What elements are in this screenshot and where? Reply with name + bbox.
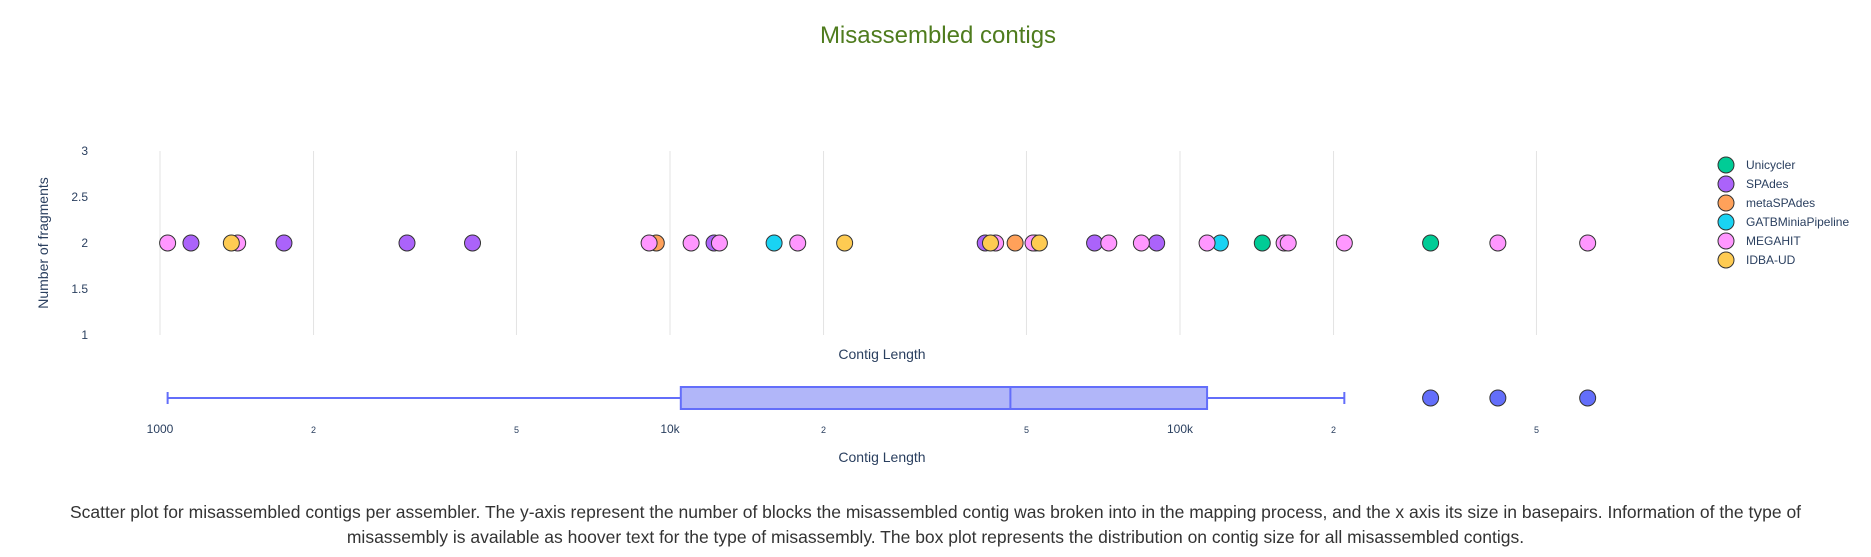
box-iqr — [679, 386, 1209, 410]
legend-marker-megahit — [1717, 232, 1735, 250]
y-axis-label: Number of fragments — [35, 177, 51, 309]
point-megahit — [1335, 234, 1353, 252]
point-megahit — [1279, 234, 1297, 252]
point-spades — [1148, 234, 1166, 252]
legend: Unicycler SPAdes metaSPAdes GATBMiniaPipeli… — [1717, 156, 1849, 269]
box-x-axis-label: Contig Length — [838, 449, 925, 465]
point-megahit — [1198, 234, 1216, 252]
scatter-points — [159, 234, 1597, 252]
point-idba-ud — [1030, 234, 1048, 252]
x-tick-label: 5 — [1024, 425, 1029, 435]
y-tick-label: 3 — [81, 144, 88, 158]
x-tick-label: 5 — [514, 425, 519, 435]
point-spades — [275, 234, 293, 252]
point-spades — [182, 234, 200, 252]
chart-caption: Scatter plot for misassembled contigs pe… — [69, 502, 1802, 547]
y-tick-label: 2 — [81, 236, 88, 250]
point-spades — [464, 234, 482, 252]
x-tick-label: 2 — [1331, 425, 1336, 435]
point-megahit — [1579, 234, 1597, 252]
x-tick-label: 2 — [821, 425, 826, 435]
legend-marker-metaspades — [1717, 194, 1735, 212]
legend-label-gatbminiapipeline: GATBMiniaPipeline — [1746, 215, 1849, 229]
point-megahit — [682, 234, 700, 252]
point-megahit — [1132, 234, 1150, 252]
point-megahit — [1489, 234, 1507, 252]
point-idba-ud — [836, 234, 854, 252]
legend-label-metaspades: metaSPAdes — [1746, 196, 1815, 210]
x-tick-label: 2 — [311, 425, 316, 435]
point-megahit — [710, 234, 728, 252]
x-tick-label: 10k — [660, 422, 680, 436]
legend-label-spades: SPAdes — [1746, 177, 1788, 191]
y-tick-label: 1 — [81, 328, 88, 342]
legend-marker-idba-ud — [1717, 251, 1735, 269]
point-unicycler — [1253, 234, 1271, 252]
point-spades — [398, 234, 416, 252]
box-outlier — [1489, 389, 1507, 407]
x-axis-ticks: 1000 2 5 10k 2 5 100k 2 5 — [147, 422, 1539, 436]
y-tick-label: 2.5 — [71, 190, 88, 204]
legend-marker-unicycler — [1717, 156, 1735, 174]
x-tick-label: 5 — [1534, 425, 1539, 435]
legend-marker-spades — [1717, 175, 1735, 193]
point-megahit — [1100, 234, 1118, 252]
point-megahit — [640, 234, 658, 252]
point-spades — [1086, 234, 1104, 252]
point-metaspades — [1006, 234, 1024, 252]
point-idba-ud — [981, 234, 999, 252]
legend-label-idba-ud: IDBA-UD — [1746, 253, 1796, 267]
point-idba-ud — [222, 234, 240, 252]
legend-label-unicycler: Unicycler — [1746, 158, 1795, 172]
x-tick-label: 100k — [1167, 422, 1194, 436]
box-outlier — [1579, 389, 1597, 407]
box-outlier — [1422, 389, 1440, 407]
legend-label-megahit: MEGAHIT — [1746, 234, 1801, 248]
point-gatbminiapipeline — [765, 234, 783, 252]
point-unicycler — [1422, 234, 1440, 252]
chart-title: Misassembled contigs — [820, 22, 1056, 49]
y-axis-ticks: 1 1.5 2 2.5 3 — [71, 144, 88, 342]
scatter-x-axis-label: Contig Length — [838, 346, 925, 362]
legend-marker-gatbminiapipeline — [1717, 213, 1735, 231]
point-megahit — [789, 234, 807, 252]
x-tick-label: 1000 — [147, 422, 174, 436]
point-megahit — [159, 234, 177, 252]
y-tick-label: 1.5 — [71, 282, 88, 296]
contig-length-box-plot — [166, 386, 1597, 410]
